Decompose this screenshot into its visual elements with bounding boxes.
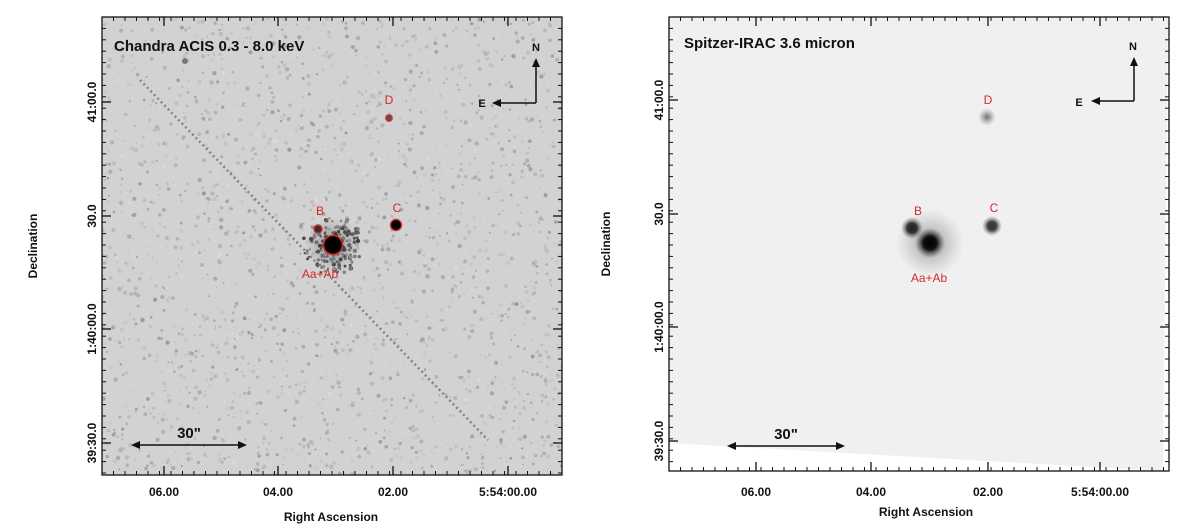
spitzer-ylabel: Declination — [599, 212, 613, 277]
spitzer-source-d — [978, 108, 996, 126]
chandra-panel: Aa+Ab B C D Chandra ACIS 0.3 - 8.0 keV N… — [26, 16, 563, 524]
spitzer-source-aaab — [915, 228, 945, 258]
chandra-xlabel: Right Ascension — [284, 510, 378, 524]
spitzer-ytick-0: 41:00.0 — [652, 79, 666, 120]
chandra-scalebar: 30" — [131, 425, 247, 449]
spitzer-source-c — [982, 216, 1002, 236]
chandra-compass: N E — [478, 42, 540, 110]
chandra-ytick-0: 41:00.0 — [85, 81, 99, 122]
chandra-title: Chandra ACIS 0.3 - 8.0 keV — [114, 38, 304, 55]
chandra-ytick-3: 39:30.0 — [85, 422, 99, 463]
spitzer-title: Spitzer-IRAC 3.6 micron — [684, 35, 855, 52]
spitzer-compass: N E — [1075, 41, 1138, 109]
chandra-compass-n: N — [532, 42, 540, 54]
chandra-source-aaab — [322, 234, 344, 256]
spitzer-xtick-3: 5:54:00.00 — [1071, 485, 1129, 499]
chandra-label-c: C — [393, 201, 402, 215]
spitzer-compass-e: E — [1075, 97, 1082, 109]
chandra-source-c — [389, 218, 403, 232]
scalebar-right-arrow-icon — [238, 441, 247, 449]
spitzer-scalebar: 30" — [727, 426, 845, 450]
spitzer-xlabel: Right Ascension — [879, 505, 973, 519]
spitzer-source-b — [901, 217, 923, 239]
chandra-noise-field — [102, 17, 562, 475]
east-arrow-icon — [492, 99, 501, 107]
scalebar-left-arrow-icon — [131, 441, 140, 449]
chandra-label-d: D — [385, 93, 394, 107]
chandra-compass-e: E — [478, 98, 485, 110]
chandra-label-b: B — [316, 204, 324, 218]
spitzer-compass-n: N — [1129, 41, 1137, 53]
spitzer-label-d: D — [984, 93, 993, 107]
north-arrow-icon — [532, 58, 540, 67]
spitzer-label-b: B — [914, 204, 922, 218]
chandra-xtick-2: 02.00 — [378, 485, 408, 499]
chandra-ytick-2: 1:40:00.0 — [85, 303, 99, 355]
spitzer-xtick-2: 02.00 — [973, 485, 1003, 499]
chandra-xtick-1: 04.00 — [263, 485, 293, 499]
spitzer-frame — [668, 16, 1170, 472]
north-arrow-icon — [1130, 57, 1138, 66]
spitzer-xtick-1: 04.00 — [856, 485, 886, 499]
chandra-ticks — [101, 16, 563, 475]
scalebar-right-arrow-icon — [836, 442, 845, 450]
spitzer-ticks — [668, 16, 1169, 471]
chandra-xtick-0: 06.00 — [149, 485, 179, 499]
chandra-streak-start — [182, 58, 188, 64]
chandra-ytick-1: 30.0 — [85, 204, 99, 228]
chandra-source-b — [313, 224, 323, 234]
chandra-label-aaab: Aa+Ab — [302, 267, 339, 281]
spitzer-label-c: C — [990, 201, 999, 215]
spitzer-panel: Aa+Ab B C D Spitzer-IRAC 3.6 micron N E … — [599, 16, 1170, 519]
spitzer-label-aaab: Aa+Ab — [911, 271, 948, 285]
scalebar-left-arrow-icon — [727, 442, 736, 450]
spitzer-scalebar-label: 30" — [774, 426, 798, 443]
chandra-xtick-3: 5:54:00.00 — [479, 485, 537, 499]
east-arrow-icon — [1091, 97, 1100, 105]
chandra-source-d — [385, 114, 393, 122]
chandra-ylabel: Declination — [26, 214, 40, 279]
spitzer-ytick-3: 39:30.0 — [652, 420, 666, 461]
spitzer-ytick-2: 1:40:00.0 — [652, 301, 666, 353]
spitzer-xtick-0: 06.00 — [741, 485, 771, 499]
spitzer-ytick-1: 30.0 — [652, 202, 666, 226]
chandra-scalebar-label: 30" — [177, 425, 201, 442]
